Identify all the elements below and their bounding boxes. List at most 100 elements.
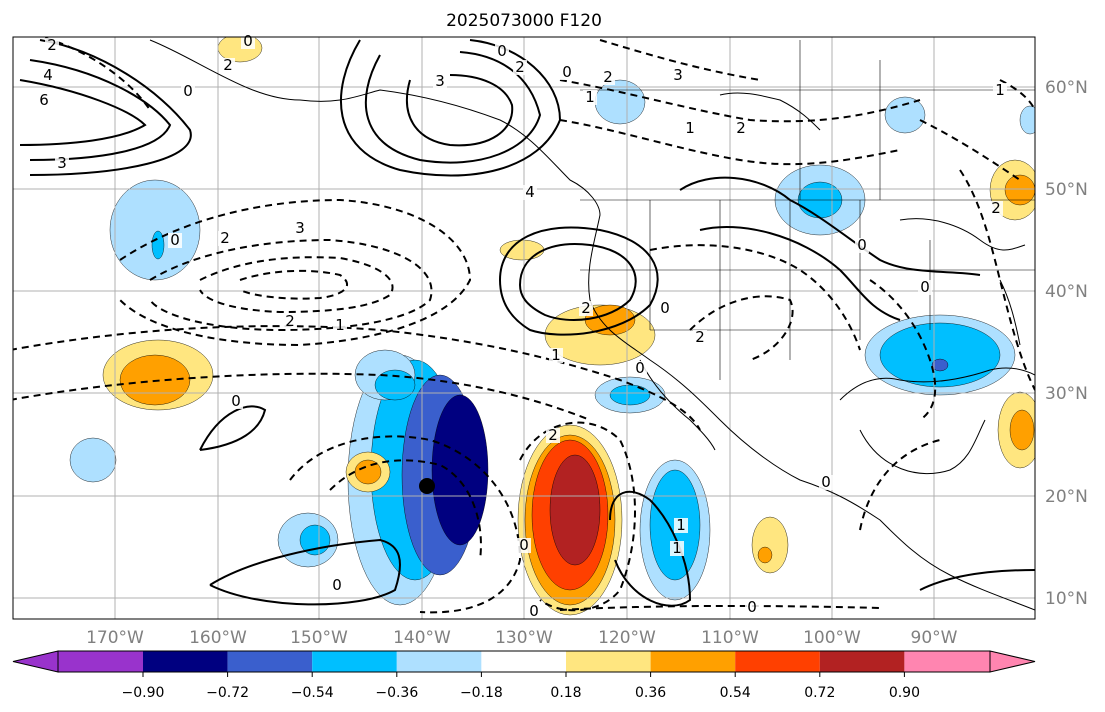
colorbar-segment [396,651,482,672]
contour-label: 2 [991,199,1001,217]
coastline [899,218,1026,251]
contour-label-bg [433,74,447,89]
colorbar-over-triangle [989,650,1036,673]
contour-label: 0 [660,299,670,317]
contour-label-bg [513,60,527,75]
contour-label: 0 [857,236,867,254]
contour-label-bg [495,44,509,59]
contour-label: 0 [920,278,930,296]
contour-negative [859,439,941,531]
latitude-label: 40°N [1045,282,1088,302]
coastlines [149,39,1035,611]
contour-label: 0 [231,392,241,410]
colorbar-segment [735,651,820,672]
latitude-label: 10°N [1045,589,1088,609]
contour-label: 2 [548,426,558,444]
longitude-label: 120°W [598,628,656,648]
contour-label: 3 [57,154,67,172]
contour-label-bg [633,361,647,376]
contour-label-bg [549,348,563,363]
contour-label: 0 [170,231,180,249]
contour-label-bg [560,65,574,80]
colorbar-segment [58,651,143,672]
contour-label-bg [683,121,697,136]
contour-label-bg [601,70,615,85]
contour-label-bg [229,394,243,409]
contour-label-bg [989,201,1003,216]
contour-label: 2 [581,299,591,317]
contour-label: 1 [585,88,595,106]
contour-label: 2 [220,229,230,247]
contour-positive [199,405,267,451]
anomaly-region [757,546,773,564]
contour-label: 2 [515,58,525,76]
contour-label: 0 [821,473,831,491]
colorbar-segment [312,651,397,672]
contour-label: 2 [736,119,746,137]
contour-label-bg [168,233,182,248]
contour-label: 2 [47,36,57,54]
contour-label-bg [283,314,297,329]
colorbar: −0.90 −0.72 −0.54 −0.36 −0.18 0.18 0.36 0.54 0.7… [12,650,1036,701]
map-frame [12,36,1036,620]
latitude-labels: 60°N 50°N 40°N 30°N 20°N 10°N [1045,78,1088,609]
contour-positive [209,538,401,606]
contour-label: 2 [285,312,295,330]
contour-label-bg [579,301,593,316]
contour-label: 0 [529,602,539,620]
contour-label-bg [55,156,69,171]
contour-label-bg [330,578,344,593]
contour-label-bg [670,541,684,556]
contour-positive [699,226,901,321]
colorbar-frame [57,650,991,673]
contour-label: 0 [183,82,193,100]
contour-label: 6 [39,91,49,109]
contour-positive [919,569,1035,591]
contour-positive [519,243,637,321]
storm-position-marker [419,478,435,494]
longitude-label: 140°W [393,628,451,648]
contour-label: 1 [995,81,1005,99]
longitude-label: 170°W [86,628,144,648]
longitude-label: 90°W [911,628,958,648]
colorbar-segment [566,651,651,672]
colorbar-under-triangle [12,650,59,673]
contour-negative [919,119,1021,181]
contour-label-bg [583,90,597,105]
anomaly-region [1004,174,1035,206]
colorbar-segment [650,651,736,672]
contour-label: 0 [747,598,757,616]
colorbar-segment [227,651,313,672]
colorbar-tick-label: 0.36 [635,685,666,701]
contour-label: 1 [676,516,686,534]
contour-negative [869,279,937,421]
contour-label: 1 [551,346,561,364]
anomaly-region [151,230,165,260]
contour-label: 2 [223,56,233,74]
contour-positive [405,74,514,147]
contour-label: 1 [685,119,695,137]
contour-label-bg [693,330,707,345]
contour-label: 0 [243,32,253,50]
anomaly-region [109,179,201,281]
contour-positive [19,79,147,146]
latitude-label: 20°N [1045,487,1088,507]
contour-label-bg [293,221,307,236]
colorbar-tick-label: 0.90 [889,685,920,701]
contour-label: 2 [695,328,705,346]
map-title: 2025073000 F120 [446,11,602,31]
contour-label-bg [734,121,748,136]
colorbar-segment [481,651,566,672]
contour-label: 4 [525,183,535,201]
colorbar-segment [904,651,990,672]
contour-label: 1 [672,539,682,557]
contour-label: 3 [435,72,445,90]
contour-label: 4 [43,66,53,84]
contour-negative [289,435,522,614]
longitude-labels: 170°W 160°W 150°W 140°W 130°W 120°W 110°W 100°W… [86,628,958,648]
contour-label-bg [181,84,195,99]
contour-positive [340,39,562,177]
colorbar-tick-label: −0.72 [206,685,249,701]
anomaly-region [1009,409,1035,451]
